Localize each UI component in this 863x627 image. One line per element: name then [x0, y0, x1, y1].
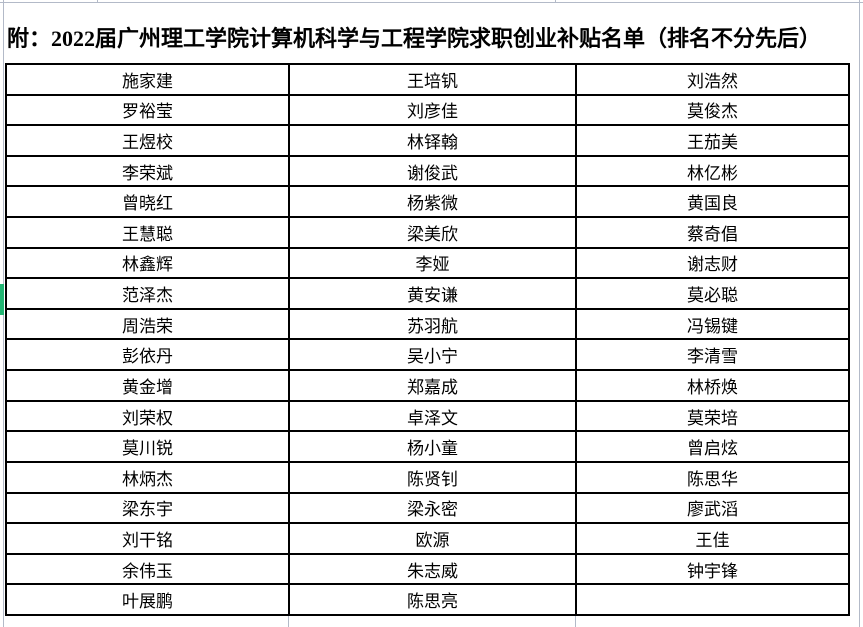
table-row: 余伟玉 朱志威 钟宇锋 — [5, 552, 850, 586]
table-row: 彭依丹 吴小宁 李清雪 — [5, 338, 850, 372]
table-cell[interactable]: 莫荣培 — [575, 399, 850, 433]
gridline-horizontal-top — [0, 2, 863, 3]
table-cell[interactable]: 曾启炫 — [575, 430, 850, 463]
table-cell[interactable]: 刘彦佳 — [288, 93, 577, 127]
table-cell[interactable]: 梁永密 — [288, 491, 577, 525]
table-cell[interactable]: 施家建 — [5, 63, 290, 96]
table-row: 周浩荣 苏羽航 冯锡键 — [5, 307, 850, 341]
table-cell[interactable]: 余伟玉 — [5, 552, 290, 586]
table-row: 梁东宇 梁永密 廖武滔 — [5, 491, 850, 525]
table-cell[interactable]: 朱志威 — [288, 552, 577, 586]
table-cell[interactable]: 陈思亮 — [288, 583, 577, 616]
table-cell[interactable]: 叶展鹏 — [5, 583, 290, 616]
table-cell[interactable]: 罗裕莹 — [5, 93, 290, 127]
page-title: 附：2022届广州理工学院计算机科学与工程学院求职创业补贴名单（排名不分先后） — [7, 26, 822, 51]
table-cell[interactable]: 林亿彬 — [575, 154, 850, 188]
table-cell[interactable]: 刘浩然 — [575, 63, 850, 96]
table-row: 曾晓红 杨紫微 黄国良 — [5, 185, 850, 219]
table-cell[interactable]: 莫俊杰 — [575, 93, 850, 127]
table-cell[interactable]: 陈思华 — [575, 460, 850, 494]
table-row: 范泽杰 黄安谦 莫必聪 — [5, 277, 850, 310]
table-row: 李荣斌 谢俊武 林亿彬 — [5, 154, 850, 188]
table-row: 王煜校 林铎翰 王茄美 — [5, 124, 850, 157]
selected-cell-indicator — [0, 284, 4, 315]
table-row: 罗裕莹 刘彦佳 莫俊杰 — [5, 93, 850, 127]
table-cell[interactable]: 范泽杰 — [5, 277, 290, 310]
table-cell[interactable]: 吴小宁 — [288, 338, 577, 372]
table-cell[interactable]: 莫必聪 — [575, 277, 850, 310]
table-cell[interactable]: 刘干铭 — [5, 522, 290, 555]
table-cell[interactable]: 林桥焕 — [575, 369, 850, 402]
table-cell[interactable]: 梁东宇 — [5, 491, 290, 525]
subsidy-name-table: 施家建 王培钒 刘浩然 罗裕莹 刘彦佳 莫俊杰 王煜校 林铎翰 王茄美 李荣斌 谢俊武 林亿彬 曾晓红杨… — [5, 63, 850, 616]
table-cell[interactable]: 郑嘉成 — [288, 369, 577, 402]
table-cell[interactable]: 冯锡键 — [575, 307, 850, 341]
table-row: 刘荣权 卓泽文 莫荣培 — [5, 399, 850, 433]
table-row: 黄金增 郑嘉成 林桥焕 — [5, 369, 850, 402]
table-row: 林鑫辉 李娅 谢志财 — [5, 246, 850, 280]
table-cell[interactable]: 杨紫微 — [288, 185, 577, 219]
table-cell[interactable]: 陈贤钊 — [288, 460, 577, 494]
table-cell[interactable]: 黄国良 — [575, 185, 850, 219]
table-cell[interactable]: 王煜校 — [5, 124, 290, 157]
table-cell[interactable]: 曾晓红 — [5, 185, 290, 219]
table-cell[interactable]: 梁美欣 — [288, 216, 577, 249]
table-cell[interactable]: 蔡奇倡 — [575, 216, 850, 249]
table-cell[interactable]: 黄金增 — [5, 369, 290, 402]
gridline-vertical-below-table-2 — [575, 616, 576, 627]
table-cell[interactable]: 王茄美 — [575, 124, 850, 157]
table-cell[interactable]: 刘荣权 — [5, 399, 290, 433]
table-cell[interactable]: 林鑫辉 — [5, 246, 290, 280]
table-cell[interactable]: 杨小童 — [288, 430, 577, 463]
table-cell[interactable]: 王佳 — [575, 522, 850, 555]
table-cell[interactable]: 林炳杰 — [5, 460, 290, 494]
table-cell[interactable]: 苏羽航 — [288, 307, 577, 341]
table-cell[interactable]: 黄安谦 — [288, 277, 577, 310]
table-row: 刘干铭 欧源 王佳 — [5, 522, 850, 555]
table-cell[interactable]: 李荣斌 — [5, 154, 290, 188]
gridline-vertical-stub-2 — [555, 0, 556, 3]
table-row: 施家建 王培钒 刘浩然 — [5, 63, 850, 96]
table-cell[interactable]: 李娅 — [288, 246, 577, 280]
table-row: 叶展鹏 陈思亮 — [5, 583, 850, 616]
table-row: 林炳杰 陈贤钊 陈思华 — [5, 460, 850, 494]
table-cell[interactable]: 李清雪 — [575, 338, 850, 372]
table-cell[interactable]: 彭依丹 — [5, 338, 290, 372]
table-cell[interactable]: 王培钒 — [288, 63, 577, 96]
table-cell[interactable]: 卓泽文 — [288, 399, 577, 433]
table-cell[interactable]: 王慧聪 — [5, 216, 290, 249]
table-cell[interactable]: 谢俊武 — [288, 154, 577, 188]
table-cell[interactable]: 钟宇锋 — [575, 552, 850, 586]
table-cell[interactable]: 周浩荣 — [5, 307, 290, 341]
table-cell[interactable]: 谢志财 — [575, 246, 850, 280]
table-cell[interactable]: 廖武滔 — [575, 491, 850, 525]
gridline-vertical-below-table-1 — [288, 616, 289, 627]
gridline-vertical-right — [859, 0, 860, 627]
table-cell[interactable]: 林铎翰 — [288, 124, 577, 157]
gridline-vertical-stub-1 — [97, 0, 98, 3]
table-cell[interactable] — [575, 583, 850, 616]
table-cell[interactable]: 莫川锐 — [5, 430, 290, 463]
table-cell[interactable]: 欧源 — [288, 522, 577, 555]
table-row: 莫川锐 杨小童 曾启炫 — [5, 430, 850, 463]
table-row: 王慧聪 梁美欣 蔡奇倡 — [5, 216, 850, 249]
